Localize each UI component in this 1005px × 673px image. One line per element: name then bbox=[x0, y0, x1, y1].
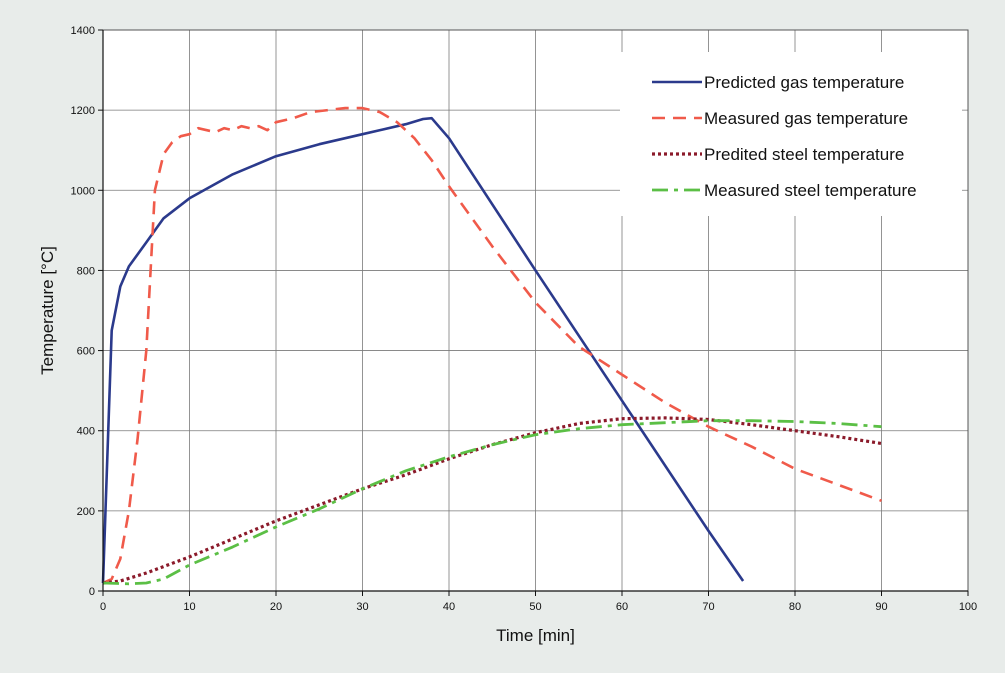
x-tick-label: 20 bbox=[270, 601, 282, 613]
x-tick-label: 30 bbox=[356, 601, 368, 613]
x-tick-label: 40 bbox=[443, 601, 455, 613]
legend-label-1: Predicted gas temperature bbox=[704, 73, 904, 92]
y-tick-label: 200 bbox=[77, 506, 95, 518]
x-tick-label: 70 bbox=[702, 601, 714, 613]
series-layer bbox=[101, 106, 882, 586]
x-tick-label: 60 bbox=[616, 601, 628, 613]
legend-label-4: Measured steel temperature bbox=[704, 181, 917, 200]
series-line-2 bbox=[102, 106, 882, 585]
x-tick-label: 100 bbox=[959, 601, 977, 613]
x-axis-title: Time [min] bbox=[496, 626, 575, 645]
x-tick-label: 80 bbox=[789, 601, 801, 613]
y-tick-label: 600 bbox=[77, 346, 95, 358]
y-tick-label: 800 bbox=[77, 265, 95, 277]
legend: Predicted gas temperature Measured gas te… bbox=[620, 52, 962, 216]
x-tick-label: 10 bbox=[183, 601, 195, 613]
x-tick-label: 50 bbox=[529, 601, 541, 613]
x-tick-label: 0 bbox=[100, 601, 106, 613]
legend-label-2: Measured gas temperature bbox=[704, 109, 908, 128]
series-line-4 bbox=[102, 419, 882, 586]
series-line-1 bbox=[101, 116, 745, 584]
y-axis-title: Temperature [°C] bbox=[38, 246, 57, 375]
axes bbox=[98, 29, 969, 596]
legend-label-3: Predited steel temperature bbox=[704, 145, 904, 164]
tick-labels: 0 10 20 30 40 50 60 70 80 90 100020040060080010001… bbox=[71, 25, 978, 613]
y-tick-label: 1200 bbox=[71, 105, 95, 117]
x-tick-label: 90 bbox=[875, 601, 887, 613]
y-tick-label: 400 bbox=[77, 426, 95, 438]
y-tick-label: 0 bbox=[89, 586, 95, 598]
y-tick-label: 1000 bbox=[71, 185, 95, 197]
y-tick-label: 1400 bbox=[71, 25, 95, 37]
